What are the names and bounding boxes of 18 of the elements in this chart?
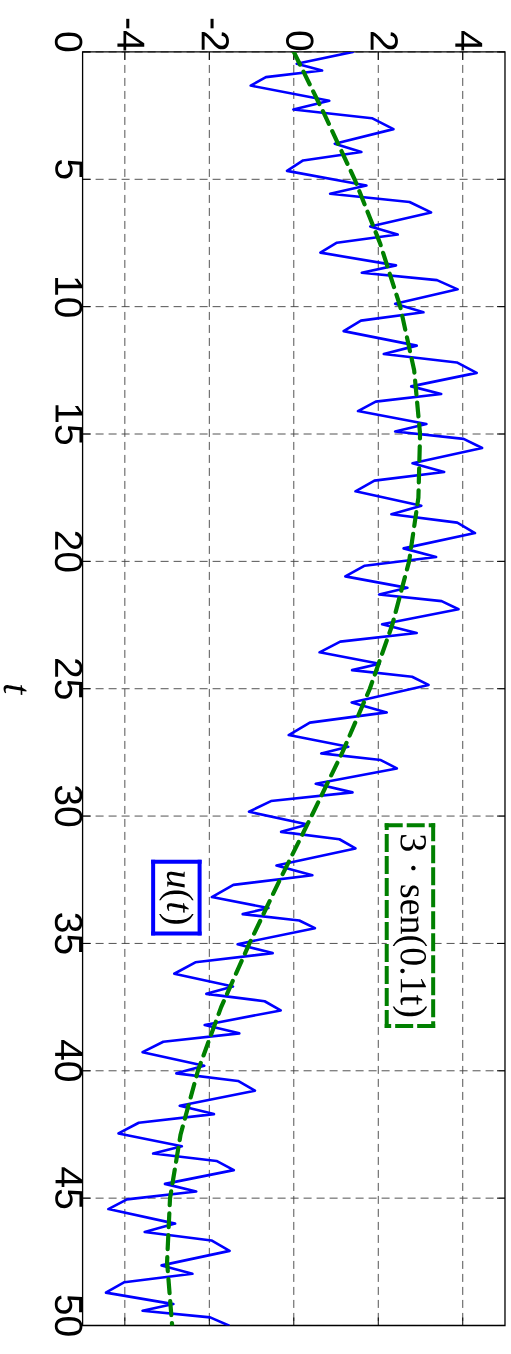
x-tick-label: -2: [201, 18, 229, 50]
text: 3 · sen(0.1t): [392, 835, 428, 1017]
y-tick-label: 35: [54, 913, 83, 954]
y-tick-label: 20: [54, 531, 83, 572]
y-tick-label: 10: [54, 277, 83, 317]
y-axis-title: t: [3, 684, 27, 696]
x-tick-label: -4: [117, 18, 145, 51]
y-tick-label: 40: [54, 1039, 83, 1081]
y-tick-label: 50: [54, 1295, 83, 1336]
y-tick-label: 45: [55, 1167, 83, 1209]
x-tick-label: 4: [455, 30, 483, 51]
x-tick-label: 2: [370, 32, 398, 50]
x-tick-label: 0: [285, 31, 314, 51]
y-tick-label: 5: [55, 160, 83, 179]
y-tick-label: 15: [55, 405, 83, 445]
legend-label: u(t): [159, 871, 194, 924]
y-tick-label: 25: [54, 658, 83, 699]
y-tick-label: 30: [54, 785, 83, 827]
